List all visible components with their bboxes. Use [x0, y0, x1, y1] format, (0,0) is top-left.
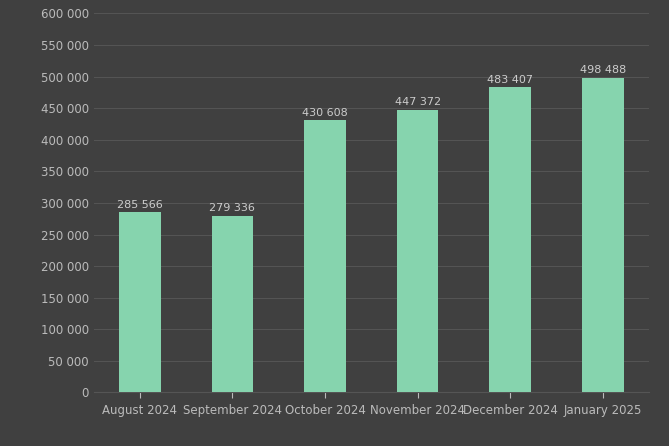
Bar [397, 110, 438, 392]
Bar [582, 78, 624, 392]
Text: 498 488: 498 488 [580, 65, 626, 75]
Bar [119, 212, 161, 392]
Text: 430 608: 430 608 [302, 108, 348, 118]
Text: 279 336: 279 336 [209, 203, 256, 214]
Bar [490, 87, 531, 392]
Text: 483 407: 483 407 [487, 74, 533, 85]
Bar [304, 120, 346, 392]
Text: 447 372: 447 372 [395, 97, 441, 107]
Bar [211, 216, 253, 392]
Text: 285 566: 285 566 [117, 199, 163, 210]
